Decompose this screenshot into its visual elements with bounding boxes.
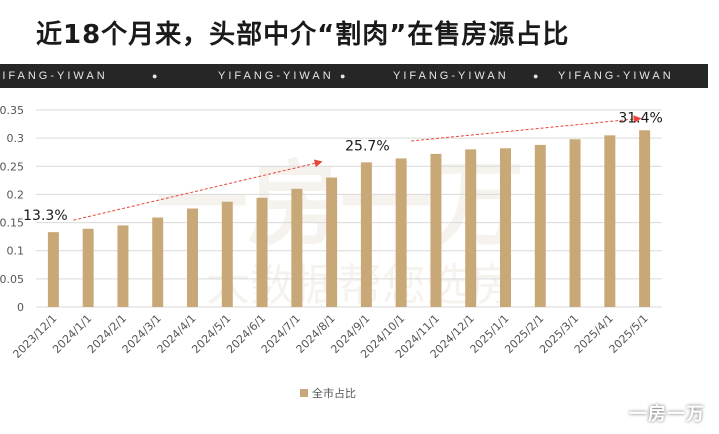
bar	[395, 158, 407, 307]
banner-separator: ●	[152, 71, 158, 81]
bar	[256, 197, 268, 307]
banner-text: YIFANG-YIWAN	[0, 70, 108, 82]
bar	[117, 225, 129, 307]
banner-text: YIFANG-YIWAN	[218, 70, 334, 82]
x-axis-ticks: 2023/12/12024/1/12024/2/12024/3/12024/4/…	[10, 312, 650, 361]
legend-swatch	[300, 389, 308, 397]
trend-arrows	[73, 115, 642, 221]
legend-label: 全市占比	[312, 386, 356, 400]
annotation-labels: 13.3% 25.7% 31.4%	[23, 110, 663, 224]
bar	[465, 149, 477, 307]
bar	[221, 201, 233, 307]
legend: 全市占比	[300, 386, 356, 400]
banner-text: YIFANG-YIWAN	[558, 70, 674, 82]
y-tick-label: 0.25	[0, 160, 24, 173]
y-tick-label: 0.2	[7, 188, 25, 201]
y-tick-label: 0.05	[0, 273, 24, 286]
watermark-large: 一房一万	[156, 151, 524, 258]
y-tick-label: 0.1	[7, 245, 25, 258]
trend-arrow	[73, 159, 323, 221]
bar	[152, 217, 164, 307]
annotation-label: 13.3%	[23, 208, 67, 224]
bar-series	[47, 130, 651, 307]
y-tick-label: 0.15	[0, 217, 24, 230]
y-tick-label: 0.3	[7, 132, 25, 145]
y-tick-label: 0	[17, 301, 24, 314]
banner-separator: ●	[340, 71, 346, 81]
grid-lines	[36, 109, 662, 308]
y-tick-label: 0.35	[0, 104, 24, 117]
brand-banner: YIFANG-YIWAN ● YIFANG-YIWAN ● YIFANG-YIW…	[0, 64, 708, 88]
bar	[82, 228, 94, 307]
trend-arrow	[411, 115, 642, 142]
bar	[604, 135, 616, 307]
banner-separator: ●	[533, 71, 539, 81]
bar	[430, 153, 442, 307]
bar	[291, 188, 303, 307]
annotation-label: 25.7%	[345, 138, 389, 154]
bar	[326, 177, 338, 307]
bar	[47, 232, 59, 307]
banner-text: YIFANG-YIWAN	[393, 70, 509, 82]
bar	[639, 130, 651, 307]
annotation-label: 31.4%	[618, 110, 662, 126]
page-title: 近18个月来，头部中介“割肉”在售房源占比	[36, 20, 570, 50]
corner-watermark: 一房一万	[629, 404, 705, 425]
x-tick-label: 2023/12/1	[10, 312, 59, 361]
bar	[569, 139, 581, 307]
y-axis-ticks: 0 0.05 0.1 0.15 0.2 0.25 0.3 0.35	[0, 104, 24, 314]
bar	[187, 208, 198, 307]
bar	[534, 144, 546, 307]
bar	[360, 162, 372, 307]
bar	[500, 148, 511, 307]
